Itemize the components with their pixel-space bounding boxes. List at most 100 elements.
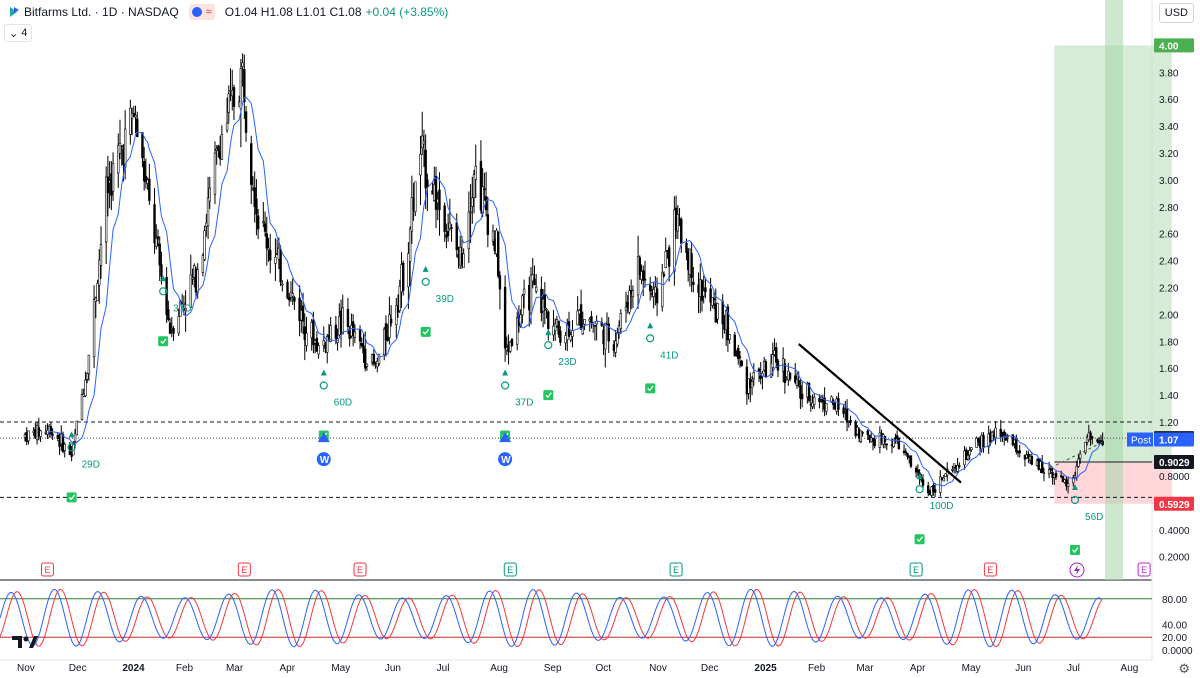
candle-body	[408, 228, 412, 262]
candle-body	[709, 288, 712, 303]
time-axis-label: Jun	[1015, 663, 1031, 674]
candle-body	[117, 145, 120, 174]
signal-duration-label: 60D	[334, 397, 352, 408]
candle-body	[667, 247, 671, 267]
candle-body	[642, 270, 645, 281]
candle-body	[377, 353, 381, 365]
target-icon	[319, 381, 328, 390]
candle-body	[966, 455, 970, 460]
candle-body	[419, 153, 422, 176]
price-axis-tick: 2.80	[1159, 203, 1179, 214]
candle-body	[690, 253, 693, 278]
candle-body	[141, 132, 144, 159]
candle-body	[395, 305, 398, 326]
symbol-title[interactable]: Bitfarms Ltd. · 1D · NASDAQ	[24, 5, 179, 19]
data-toggle[interactable]: ≈	[188, 4, 215, 20]
candle-body	[895, 435, 899, 439]
candle-body	[61, 434, 65, 452]
candle-body	[136, 118, 139, 137]
candle-body	[783, 363, 787, 384]
candle-body	[1049, 468, 1053, 471]
candle-body	[1078, 453, 1082, 459]
candle-body	[916, 469, 920, 473]
time-axis-label: Nov	[649, 663, 667, 674]
w-pattern-marker	[498, 452, 513, 467]
candle-body	[664, 250, 667, 269]
earnings-icon	[1137, 562, 1151, 577]
earnings-icon	[40, 562, 54, 577]
candle-body	[75, 420, 79, 436]
candle-body	[353, 331, 357, 338]
candle-body	[467, 211, 471, 250]
candle-body	[426, 179, 429, 188]
candle-body	[533, 278, 536, 286]
candle-body	[410, 197, 414, 232]
highlight-band	[1105, 0, 1123, 580]
candle-body	[614, 340, 617, 353]
price-axis-tick: 1.80	[1159, 337, 1179, 348]
candle-body	[263, 223, 267, 232]
time-axis-label: Apr	[280, 663, 296, 674]
earnings-label: E	[44, 565, 50, 575]
price-tag-post	[1154, 432, 1194, 447]
candle-body	[752, 371, 755, 380]
candle-body	[148, 178, 151, 201]
time-axis-label: Aug	[1121, 663, 1139, 674]
candle-body	[206, 197, 210, 227]
candle-body	[968, 450, 971, 456]
candle-body	[702, 290, 705, 297]
earnings-icon	[669, 562, 683, 577]
candle-body	[885, 443, 888, 446]
wave-icon: ≈	[205, 6, 212, 18]
price-axis-tick: 2.20	[1159, 284, 1179, 295]
osc-axis-tick: 80.00	[1162, 595, 1187, 606]
candle-body	[73, 432, 77, 443]
candle-body	[315, 337, 319, 352]
currency-button[interactable]: USD	[1158, 3, 1194, 23]
candle-body	[448, 222, 452, 229]
candle-body	[794, 375, 797, 383]
candle-body	[1030, 456, 1034, 465]
candle-body	[557, 320, 560, 335]
candle-body	[515, 317, 519, 345]
price-axis-tick: 1.40	[1159, 391, 1179, 402]
candle-body	[956, 464, 959, 472]
candle-body	[1042, 472, 1046, 474]
candle-body	[156, 236, 160, 240]
candle-body	[483, 188, 486, 191]
candle-body	[182, 302, 186, 305]
indicators-toggle[interactable]: ⌄ 4	[4, 24, 33, 42]
ohlc-values: O1.04 H1.08 L1.01 C1.08	[224, 5, 362, 19]
check-path	[545, 392, 552, 399]
target-icon	[915, 485, 924, 494]
candle-body	[96, 283, 99, 301]
earnings-icon	[983, 562, 997, 577]
candle-body	[213, 152, 217, 195]
post-market-badge	[1127, 432, 1153, 447]
candle-body	[759, 375, 762, 379]
settings-gear-icon[interactable]: ⚙	[1178, 661, 1190, 676]
candle-body	[733, 334, 736, 357]
w-pattern-marker	[316, 452, 331, 467]
candle-body	[711, 297, 714, 306]
signal-duration-label: 39D	[436, 294, 454, 305]
candle-body	[868, 434, 871, 441]
candle-body	[799, 385, 802, 399]
target-icon	[544, 341, 553, 350]
candle-body	[84, 379, 87, 396]
candle-body	[496, 231, 500, 277]
price-axis-tick: 0.8000	[1159, 472, 1190, 483]
candle-body	[676, 214, 680, 232]
candle-body	[849, 420, 852, 423]
candle-body	[189, 274, 192, 308]
candle-body	[1054, 472, 1058, 478]
candle-body	[291, 293, 294, 297]
candle-body	[80, 394, 84, 420]
time-axis-label: Jul	[1067, 663, 1080, 674]
candle-body	[628, 290, 631, 313]
target-icon	[421, 277, 430, 286]
price-axis-tick: 0.2000	[1159, 553, 1190, 564]
candle-body	[909, 455, 913, 467]
candle-body	[144, 175, 148, 182]
